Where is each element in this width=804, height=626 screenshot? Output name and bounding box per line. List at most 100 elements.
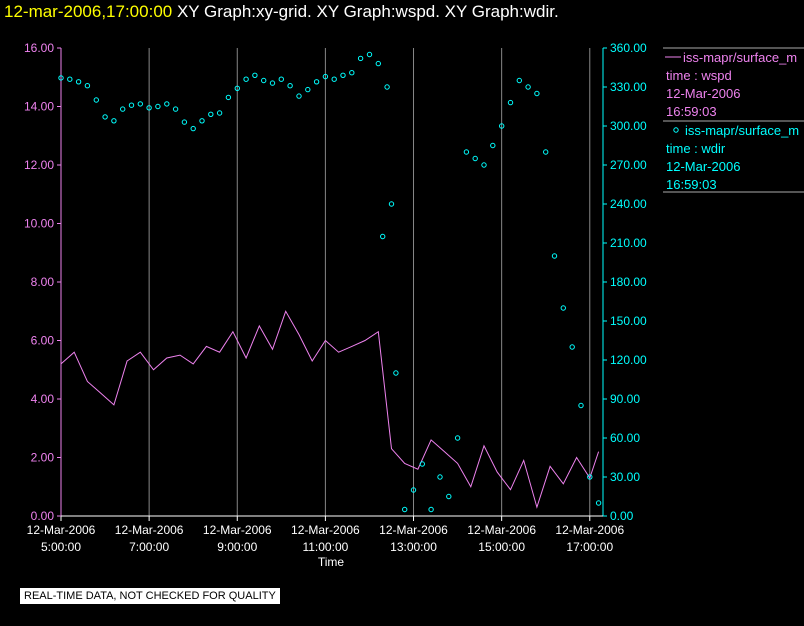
wdir-point (393, 370, 399, 376)
left-tick-label: 10.00 (24, 217, 54, 231)
legend-wdir-date: 12-Mar-2006 (666, 159, 740, 174)
title-timestamp: 12-mar-2006,17:00:00 (4, 2, 173, 21)
wdir-point (102, 114, 108, 120)
wdir-point (357, 55, 364, 62)
wdir-point (93, 97, 100, 103)
wdir-point (313, 79, 320, 85)
wdir-point (225, 94, 232, 101)
legend-wspd-variable: time : wspd (666, 68, 732, 83)
right-tick-label: 30.00 (610, 470, 640, 484)
wdir-point (578, 402, 584, 409)
wdir-point (516, 77, 522, 84)
wdir-point (543, 149, 549, 155)
x-tick-date: 12-Mar-2006 (27, 523, 96, 537)
legend-wspd-date: 12-Mar-2006 (666, 86, 740, 101)
wdir-point (111, 118, 117, 124)
right-tick-label: 60.00 (610, 431, 640, 445)
wdir-point (380, 233, 386, 240)
x-tick-date: 12-Mar-2006 (203, 523, 272, 537)
x-tick-time: 5:00:00 (41, 540, 81, 554)
legend-wspd-time: 16:59:03 (666, 104, 717, 119)
wdir-point (499, 123, 505, 129)
wdir-point (128, 102, 135, 108)
wdir-point (410, 487, 417, 493)
legend-wdir-variable: time : wdir (666, 141, 726, 156)
wdir-point (587, 474, 593, 480)
wdir-point (181, 119, 188, 125)
wdir-point (155, 103, 161, 110)
wdir-point (446, 493, 452, 500)
wdir-point (490, 142, 496, 149)
right-tick-label: 360.00 (610, 41, 647, 55)
title-graph-list: XY Graph:xy-grid. XY Graph:wspd. XY Grap… (172, 2, 559, 21)
wdir-point (507, 99, 514, 106)
wdir-point (296, 93, 302, 99)
wdir-point (402, 506, 408, 513)
wdir-point (472, 155, 478, 162)
wdir-point (287, 83, 293, 89)
legend-wdir-time: 16:59:03 (666, 177, 717, 192)
wdir-point (84, 83, 91, 89)
wdir-point (551, 253, 558, 259)
wdir-point (384, 84, 390, 90)
left-tick-label: 14.00 (24, 100, 54, 114)
quality-notice: REAL-TIME DATA, NOT CHECKED FOR QUALITY (20, 588, 280, 604)
wdir-point (164, 101, 170, 107)
wdir-point (269, 80, 276, 86)
x-tick-date: 12-Mar-2006 (555, 523, 624, 537)
x-tick-date: 12-Mar-2006 (467, 523, 536, 537)
left-tick-label: 4.00 (31, 392, 55, 406)
right-tick-label: 120.00 (610, 353, 647, 367)
right-tick-label: 330.00 (610, 80, 647, 94)
wdir-point (428, 506, 434, 513)
x-axis-label: Time (318, 555, 345, 569)
wdir-point (252, 72, 258, 79)
x-tick-time: 17:00:00 (566, 540, 613, 554)
wdir-point (172, 106, 179, 112)
x-tick-time: 7:00:00 (129, 540, 169, 554)
wdir-point (481, 162, 487, 168)
wdir-point (463, 149, 470, 155)
wdir-point (595, 500, 602, 506)
wdir-point (569, 344, 575, 350)
right-tick-label: 210.00 (610, 236, 647, 250)
wdir-point (454, 435, 461, 441)
x-tick-time: 11:00:00 (302, 540, 348, 554)
left-tick-label: 6.00 (31, 334, 55, 348)
wdir-point (278, 76, 284, 82)
legend-wdir-swatch (673, 127, 679, 133)
wdir-point (349, 70, 355, 76)
x-tick-time: 13:00:00 (390, 540, 437, 554)
right-tick-label: 300.00 (610, 119, 647, 133)
wdir-point (388, 201, 395, 207)
wdir-point (243, 76, 249, 82)
right-tick-label: 270.00 (610, 158, 647, 172)
wdir-point (560, 305, 566, 311)
wdir-point (216, 110, 223, 116)
wdir-point (366, 51, 373, 58)
wdir-point (322, 73, 329, 80)
wdir-point (437, 474, 443, 480)
wdir-point (261, 77, 267, 84)
wdir-point (331, 76, 337, 82)
legend-wdir-name: iss-mapr/surface_m (685, 123, 799, 138)
wdir-point (199, 118, 205, 124)
wdir-point (534, 90, 540, 97)
x-tick-time: 15:00:00 (478, 540, 525, 554)
left-tick-label: 0.00 (31, 509, 55, 523)
right-tick-label: 90.00 (610, 392, 640, 406)
wdir-point (58, 75, 64, 81)
wdir-point (305, 86, 311, 93)
x-tick-date: 12-Mar-2006 (291, 523, 360, 537)
wdir-point (208, 111, 214, 118)
chart-title: 12-mar-2006,17:00:00 XY Graph:xy-grid. X… (4, 2, 559, 22)
wspd-series-line (60, 310, 600, 509)
wdir-point (137, 101, 144, 107)
left-tick-label: 16.00 (24, 41, 54, 55)
wdir-point (120, 106, 126, 112)
left-tick-label: 12.00 (24, 158, 54, 172)
wdir-point (146, 105, 152, 111)
wdir-point (75, 79, 82, 85)
wdir-point (67, 76, 73, 82)
